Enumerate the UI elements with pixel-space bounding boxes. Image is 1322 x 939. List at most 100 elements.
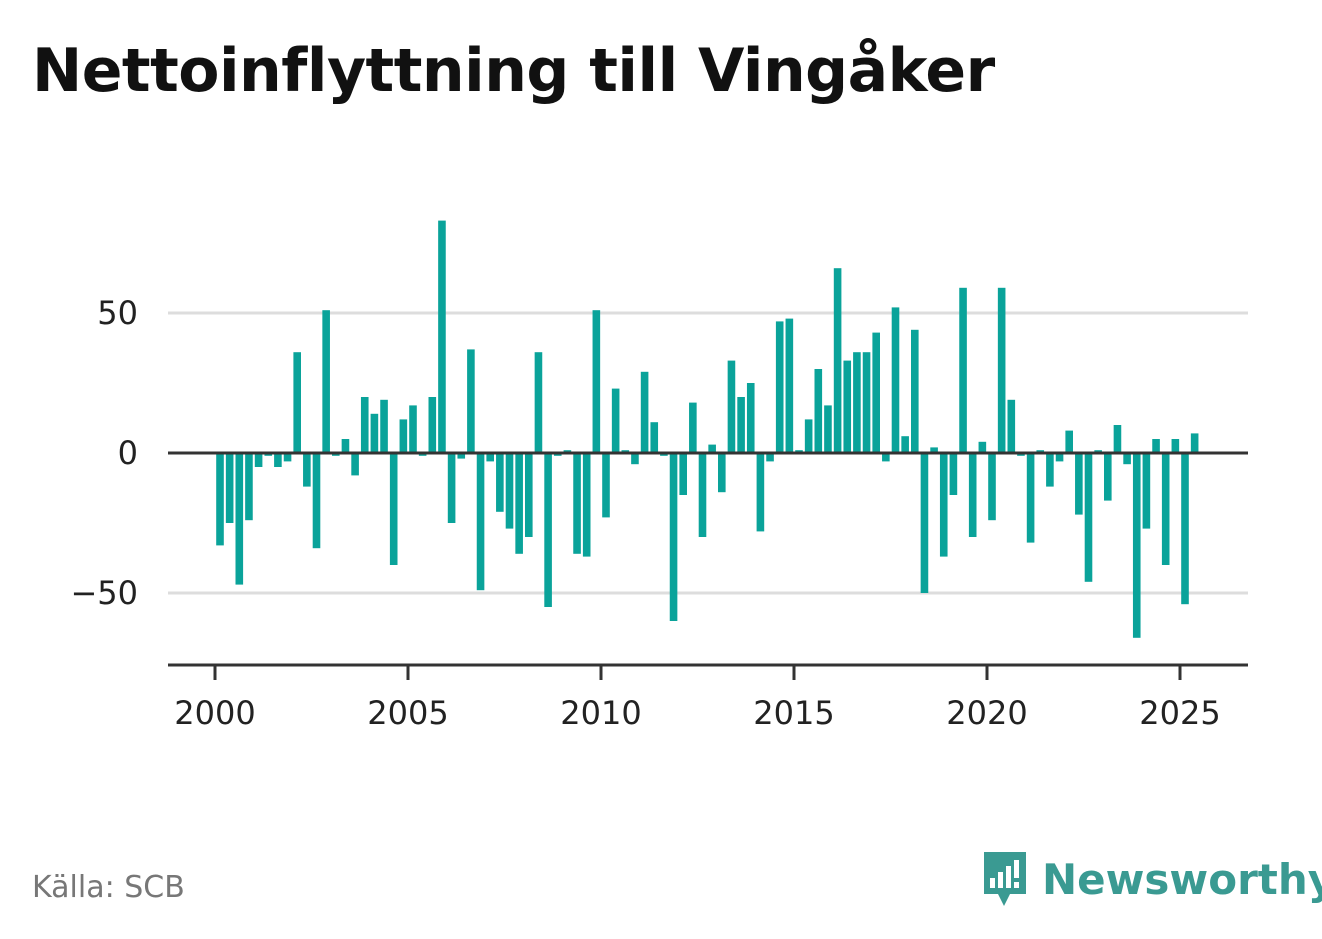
bar: [775, 321, 784, 453]
bar: [804, 419, 813, 453]
y-tick-labels: 50 0 −50: [70, 294, 138, 612]
source-note: Källa: SCB: [32, 870, 185, 905]
bar: [235, 453, 244, 585]
bar: [1190, 433, 1199, 453]
bar: [602, 453, 610, 518]
bar: [515, 453, 523, 554]
bar: [631, 453, 639, 465]
bar: [283, 453, 292, 462]
bar: [679, 453, 687, 495]
bar: [1171, 439, 1180, 453]
bar: [1161, 453, 1170, 565]
newsworthy-logo-icon: [984, 852, 1026, 906]
newsworthy-logo: Newsworthy: [980, 848, 1322, 910]
bar-chart: 50 0 −50 2000 2005 2010 2015 2020 2025: [70, 220, 1248, 732]
bar: [882, 453, 890, 462]
bar: [862, 352, 871, 453]
bar: [978, 441, 987, 453]
bar: [766, 453, 774, 462]
bar: [1123, 453, 1131, 465]
bar: [939, 453, 948, 557]
bar: [225, 453, 234, 523]
bar: [447, 453, 456, 523]
bar: [245, 453, 253, 521]
bar: [1084, 453, 1093, 582]
bar: [824, 405, 832, 453]
bar: [901, 436, 909, 453]
bar: [785, 318, 794, 453]
bar: [611, 388, 620, 453]
bars: [216, 220, 1199, 638]
y-tick-label: 0: [118, 434, 138, 472]
bar: [293, 352, 301, 453]
bar: [582, 453, 591, 557]
bar: [737, 397, 745, 453]
bar: [930, 447, 938, 453]
bar: [911, 329, 919, 453]
bar: [640, 371, 649, 453]
bar: [467, 349, 475, 453]
bar: [573, 453, 581, 554]
bar: [399, 419, 408, 453]
bar: [1026, 453, 1035, 543]
bar: [920, 453, 929, 593]
bar: [1152, 439, 1160, 453]
bar: [534, 352, 543, 453]
bar: [1104, 453, 1112, 501]
bar: [1007, 399, 1016, 453]
bar: [496, 453, 504, 512]
bar: [833, 268, 842, 453]
gridlines: [168, 311, 1248, 595]
x-tick-label: 2000: [174, 694, 255, 732]
y-tick-label: 50: [97, 294, 138, 332]
logo-text: Newsworthy: [1042, 854, 1322, 904]
bar: [891, 307, 900, 453]
x-tick-label: 2015: [753, 694, 834, 732]
bar: [746, 383, 755, 453]
bar: [254, 453, 263, 467]
bar: [727, 360, 736, 453]
bar: [525, 453, 533, 537]
bar: [457, 453, 466, 459]
bar: [988, 453, 996, 521]
x-tick-label: 2020: [946, 694, 1027, 732]
bar: [389, 453, 398, 565]
x-tick-label: 2025: [1139, 694, 1220, 732]
bar: [843, 360, 852, 453]
bar: [274, 453, 282, 467]
bar: [1065, 430, 1073, 453]
bar: [486, 453, 494, 462]
bar: [544, 453, 552, 607]
bar: [814, 369, 823, 453]
y-tick-label: −50: [70, 574, 138, 612]
bar: [949, 453, 958, 495]
bar: [997, 287, 1006, 453]
bar: [360, 397, 369, 453]
bar: [1132, 453, 1141, 638]
bar: [1055, 453, 1064, 462]
bar: [872, 332, 880, 453]
bar: [341, 439, 350, 453]
bar: [718, 453, 726, 493]
bar: [476, 453, 485, 591]
bar: [312, 453, 321, 549]
bar: [756, 453, 765, 532]
bar: [1142, 453, 1151, 529]
bar: [689, 402, 697, 453]
bar: [968, 453, 977, 537]
x-tick-labels: 2000 2005 2010 2015 2020 2025: [174, 665, 1221, 732]
bar: [322, 310, 330, 453]
bar: [592, 310, 601, 453]
bar: [409, 405, 417, 453]
x-tick-label: 2010: [560, 694, 641, 732]
bar: [650, 422, 659, 453]
bar: [1181, 453, 1189, 605]
bar: [370, 413, 379, 453]
bar: [1046, 453, 1054, 487]
bar: [303, 453, 311, 487]
bar: [216, 453, 224, 546]
bar: [380, 399, 388, 453]
bar: [669, 453, 678, 621]
x-tick-label: 2005: [367, 694, 448, 732]
bar: [1113, 425, 1122, 453]
